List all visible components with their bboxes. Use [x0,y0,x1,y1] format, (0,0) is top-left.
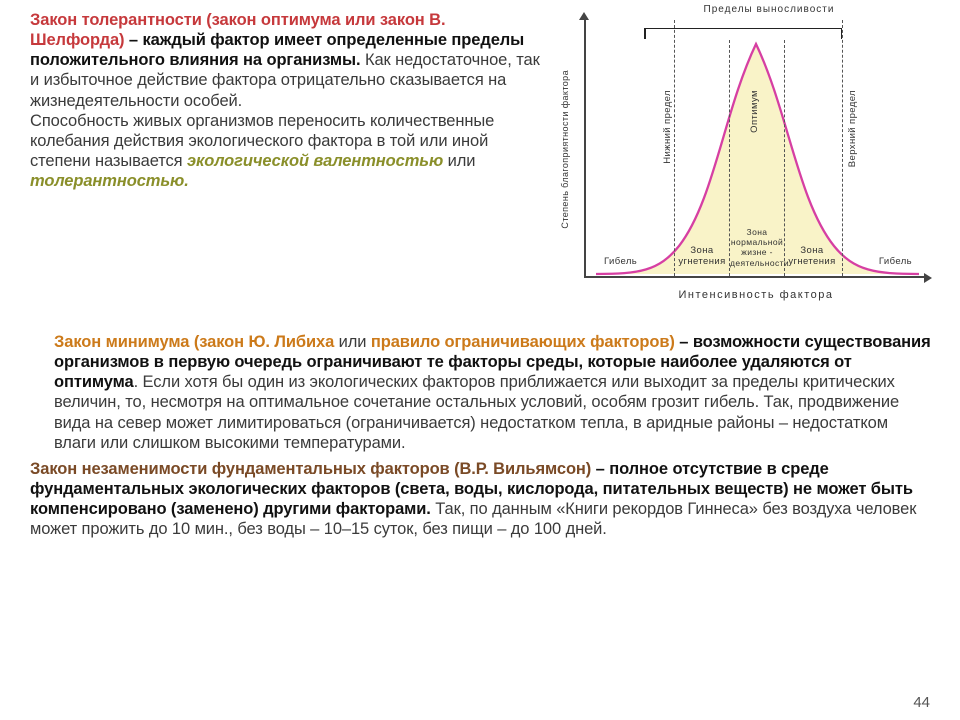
x-axis-label: Интенсивность фактора [584,289,928,302]
section3-text: Закон незаменимости фундаментальных факт… [30,459,934,540]
section1-text: Закон толерантности (закон оптимума или … [30,10,542,310]
tolerance-chart: Пределы выносливости Нижний предел Оптим… [554,10,934,310]
y-axis-label: Степень благоприятности фактора [560,70,571,229]
law-fundamental-title: Закон незаменимости фундаментальных факт… [30,460,591,478]
gibel-right: Гибель [879,256,912,268]
lower-limit-label: Нижний предел [662,90,674,164]
zone-ugn-right: Зона угнетения [788,245,836,268]
upper-limit-label: Верхний предел [847,90,859,167]
law-minimum-title2: правило ограничивающих факторов) [371,333,675,351]
section2-text: Закон минимума (закон Ю. Либиха или прав… [30,332,934,453]
or2: или [334,333,371,351]
endurance-label: Пределы выносливости [644,4,894,16]
gibel-left: Гибель [604,256,637,268]
paragraph-1: Закон толерантности (закон оптимума или … [30,10,542,111]
term-eco-valence: экологической валентностью [187,152,443,170]
optimum-label: Оптимум [749,90,761,133]
zone-norm: Зона нормальной жизне - деятельности [730,227,784,268]
page-number: 44 [913,694,930,712]
paragraph-2: Способность живых организмов переносить … [30,111,542,192]
term-tolerance: толерантностью. [30,172,189,190]
or-word: или [443,152,475,170]
zone-ugn-left: Зона угнетения [678,245,726,268]
law-minimum-title1: Закон минимума (закон Ю. Либиха [54,333,334,351]
section2-rest: . Если хотя бы один из экологических фак… [54,373,899,451]
